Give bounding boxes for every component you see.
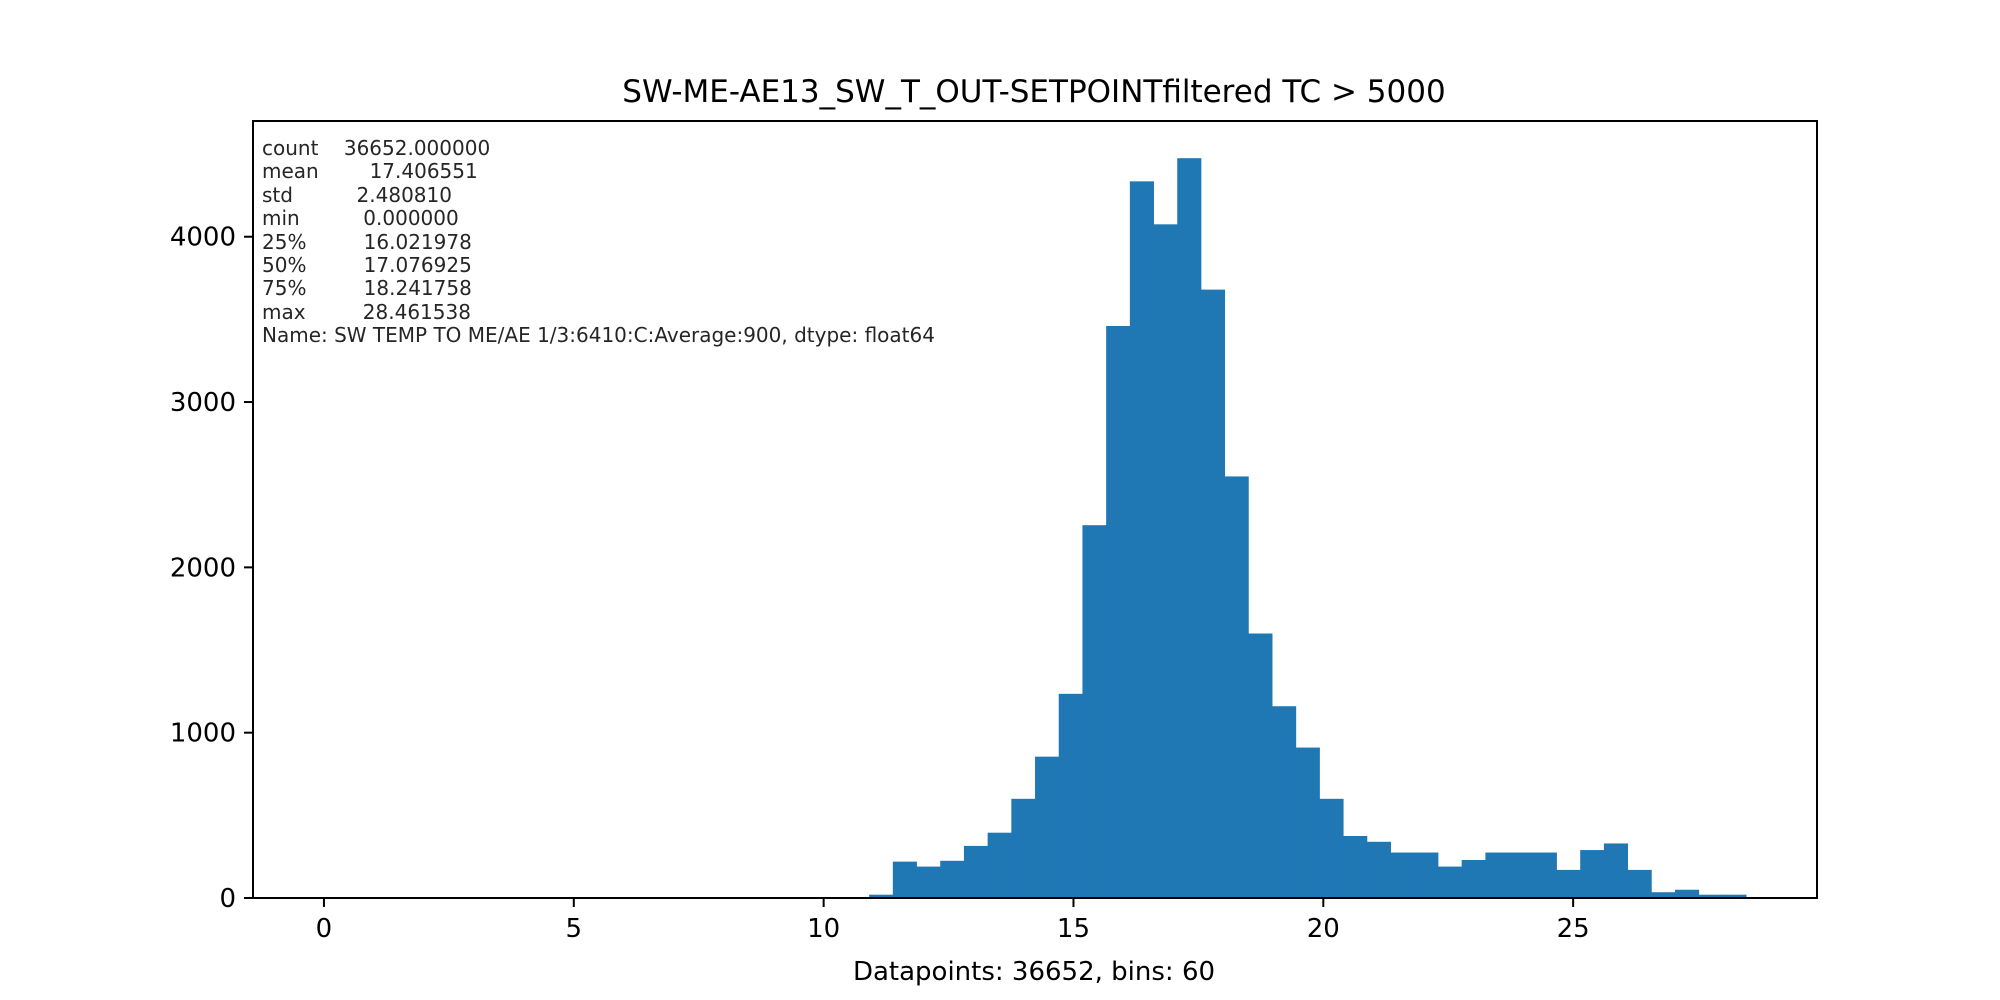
histogram-bar <box>1058 693 1083 898</box>
stats-line: 50% 17.076925 <box>262 253 472 278</box>
bars-group <box>869 158 1747 899</box>
histogram-bar <box>1011 798 1036 898</box>
stats-line: 75% 18.241758 <box>262 276 472 301</box>
summary-stats-box: count 36652.000000 mean 17.406551 std 2.48… <box>262 136 935 348</box>
histogram-bar <box>987 832 1012 898</box>
histogram-bar <box>1272 706 1297 898</box>
stats-line: mean 17.406551 <box>262 159 478 184</box>
histogram-bar <box>1651 892 1676 898</box>
histogram-bar <box>1580 850 1605 898</box>
histogram-bar <box>1082 525 1107 898</box>
stats-line: max 28.461538 <box>262 299 471 324</box>
histogram-bar <box>892 861 917 898</box>
histogram-bar <box>1295 747 1320 898</box>
histogram-bar <box>940 860 965 898</box>
stats-line: min 0.000000 <box>262 206 459 231</box>
histogram-bar <box>1627 869 1652 898</box>
plot-area-frame <box>252 120 1818 899</box>
histogram-bar <box>1603 843 1629 898</box>
histogram-bar <box>1224 476 1249 898</box>
histogram-bar <box>1177 158 1202 899</box>
y-tick-label: 0 <box>219 884 236 914</box>
histogram-bar <box>1437 866 1463 898</box>
stats-line: count 36652.000000 <box>262 136 491 160</box>
stats-line: Name: SW TEMP TO ME/AE 1/3:6410:C:Averag… <box>262 323 935 348</box>
y-axis-ticks: 0 1000 2000 3000 4000 <box>170 223 253 914</box>
histogram-bar <box>1343 836 1368 898</box>
x-tick-label: 15 <box>1057 914 1090 944</box>
histogram-bar <box>916 866 941 898</box>
histogram-bar <box>1106 325 1131 899</box>
histogram-bar <box>1153 224 1178 898</box>
chart-title: SW-ME-AE13_SW_T_OUT-SETPOINTfiltered TC … <box>622 74 1445 110</box>
x-tick-label: 5 <box>566 914 583 944</box>
histogram-bar <box>1556 869 1581 898</box>
x-tick-label: 10 <box>807 914 840 944</box>
x-tick-label: 25 <box>1557 914 1590 944</box>
histogram-bar <box>1366 841 1391 898</box>
stats-line: std 2.480810 <box>262 182 452 207</box>
histogram-bar <box>1414 852 1439 898</box>
histogram-bar <box>1509 852 1534 898</box>
histogram-bar <box>869 894 894 898</box>
stats-line: 25% 16.021978 <box>262 229 472 254</box>
histogram-bar <box>1129 181 1154 898</box>
histogram-bar <box>1035 756 1060 898</box>
histogram-bar <box>1675 889 1700 898</box>
histogram-bar <box>963 845 989 898</box>
x-axis-label: Datapoints: 36652, bins: 60 <box>853 957 1215 987</box>
histogram-bar <box>1485 852 1510 898</box>
x-tick-label: 20 <box>1307 914 1340 944</box>
histogram-bar <box>1200 289 1226 899</box>
histogram-bar <box>1319 798 1344 898</box>
histogram-bar <box>1698 894 1723 898</box>
y-tick-label: 4000 <box>170 223 236 253</box>
histogram-bar <box>1390 852 1415 898</box>
y-tick-label: 3000 <box>170 388 236 418</box>
x-axis-ticks: 0 5 10 15 20 25 <box>316 898 1590 944</box>
y-tick-label: 1000 <box>170 719 236 749</box>
histogram-bar <box>1722 894 1747 898</box>
x-tick-label: 0 <box>316 914 333 944</box>
histogram-bar <box>1532 852 1557 898</box>
histogram-bar <box>1461 859 1486 898</box>
y-tick-label: 2000 <box>170 553 236 583</box>
histogram-bar <box>1248 633 1273 898</box>
